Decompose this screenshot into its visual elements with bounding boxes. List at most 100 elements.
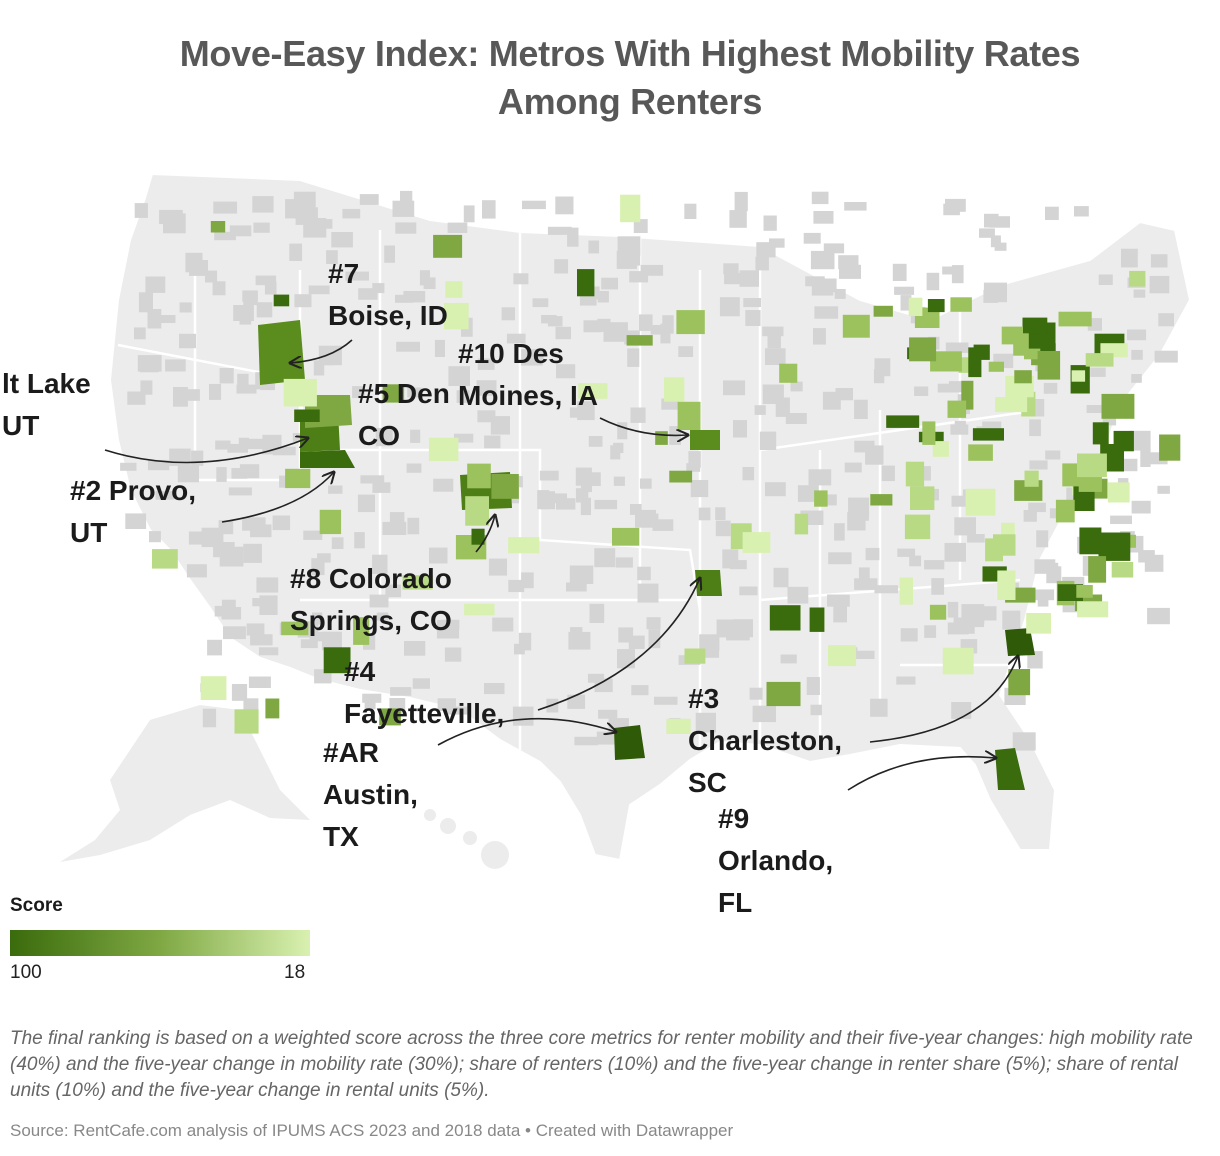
county-tile [318,345,342,366]
scored-county-tile [464,603,495,616]
label-orlando-rank: #9 [718,803,750,834]
county-tile [701,646,720,658]
county-tile [403,291,426,303]
county-tile [648,629,661,649]
scored-county-tile [684,648,706,664]
county-tile [354,532,365,549]
county-tile [749,687,763,700]
scored-county-tile [265,698,280,719]
county-tile [613,476,625,486]
county-tile [231,468,248,479]
county-tile [400,190,413,201]
county-tile [854,399,868,419]
county-tile [237,373,249,387]
scored-county-tile [769,605,801,631]
label-orlando-state: FL [718,887,753,918]
label-denver-state: CO [358,420,400,451]
county-tile [780,654,797,664]
county-tile [476,380,497,396]
scored-county-tile [234,709,259,734]
county-tile [308,285,330,295]
county-tile [630,504,642,515]
county-tile [1035,589,1055,601]
county-tile [652,519,674,531]
county-tile [894,286,915,295]
county-tile [506,333,526,344]
county-tile [661,398,679,410]
county-tile [444,647,462,662]
label-colorado-springs-rank: #8 Colorado [290,563,452,594]
scored-county-tile [402,575,433,590]
county-tile [239,313,252,325]
county-tile [547,226,572,235]
arrow-boise [290,339,353,363]
label-charleston-rank: #3 [688,683,720,714]
county-tile [1045,206,1059,220]
county-tile [733,619,753,638]
scored-county-tile [779,363,798,383]
county-tile [822,391,841,410]
scored-county-tile [1129,270,1146,287]
metro-boise [258,320,305,385]
county-tile [734,191,748,212]
scored-county-tile [1026,613,1051,634]
arrow-charleston [869,656,1018,743]
county-tile [285,199,307,219]
county-tile [954,517,976,536]
scored-county-tile [910,486,935,510]
county-tile [1036,530,1049,548]
county-tile [433,478,454,492]
county-tile [610,445,621,460]
county-tile [756,242,773,258]
county-tile [243,296,258,306]
county-tile [742,467,755,481]
county-tile [163,213,186,234]
scored-county-tile [886,415,920,428]
county-tile [258,647,279,656]
county-tile [179,302,192,313]
scored-county-tile [445,281,463,298]
county-tile [231,684,248,701]
us-map [60,172,1192,869]
county-tile [598,709,618,719]
county-tile [914,386,929,396]
county-tile [300,639,318,649]
county-tile [404,641,426,656]
county-tile [255,275,277,286]
label-orlando-name: Orlando, [718,845,834,876]
scored-county-tile [677,401,701,430]
county-tile [733,420,747,438]
county-tile [406,463,422,473]
county-tile [719,297,740,317]
arrow-colorado-springs [475,515,495,553]
county-tile [715,520,731,537]
scored-county-tile [319,509,342,535]
scored-county-tile [985,538,1003,562]
scored-county-tile [626,335,653,346]
county-tile [588,240,600,254]
label-provo-rank: #2 Provo, [70,475,197,506]
county-tile [715,507,726,520]
scored-county-tile [676,310,705,335]
county-tile [1110,515,1132,524]
county-tile [797,485,819,502]
county-tile [147,459,170,471]
county-tile [463,205,475,223]
county-tile [951,495,974,507]
county-tile [950,424,969,435]
county-tile [1121,248,1138,268]
title-line-1: Move-Easy Index: Metros With Highest Mob… [179,33,1081,74]
county-tile [979,228,995,238]
metro-orlando [995,748,1025,790]
county-tile [844,462,862,473]
scored-county-tile [899,577,913,605]
county-tile [752,705,776,723]
county-tile [326,250,338,264]
title-line-2: Among Renters [497,81,763,122]
county-tile [838,255,859,270]
label-boise: #7 Boise, ID [328,253,448,337]
county-tile [513,273,529,285]
county-tile [134,327,146,340]
county-tile [810,250,835,270]
label-colorado-springs: #8 Colorado Springs, CO [290,558,452,642]
